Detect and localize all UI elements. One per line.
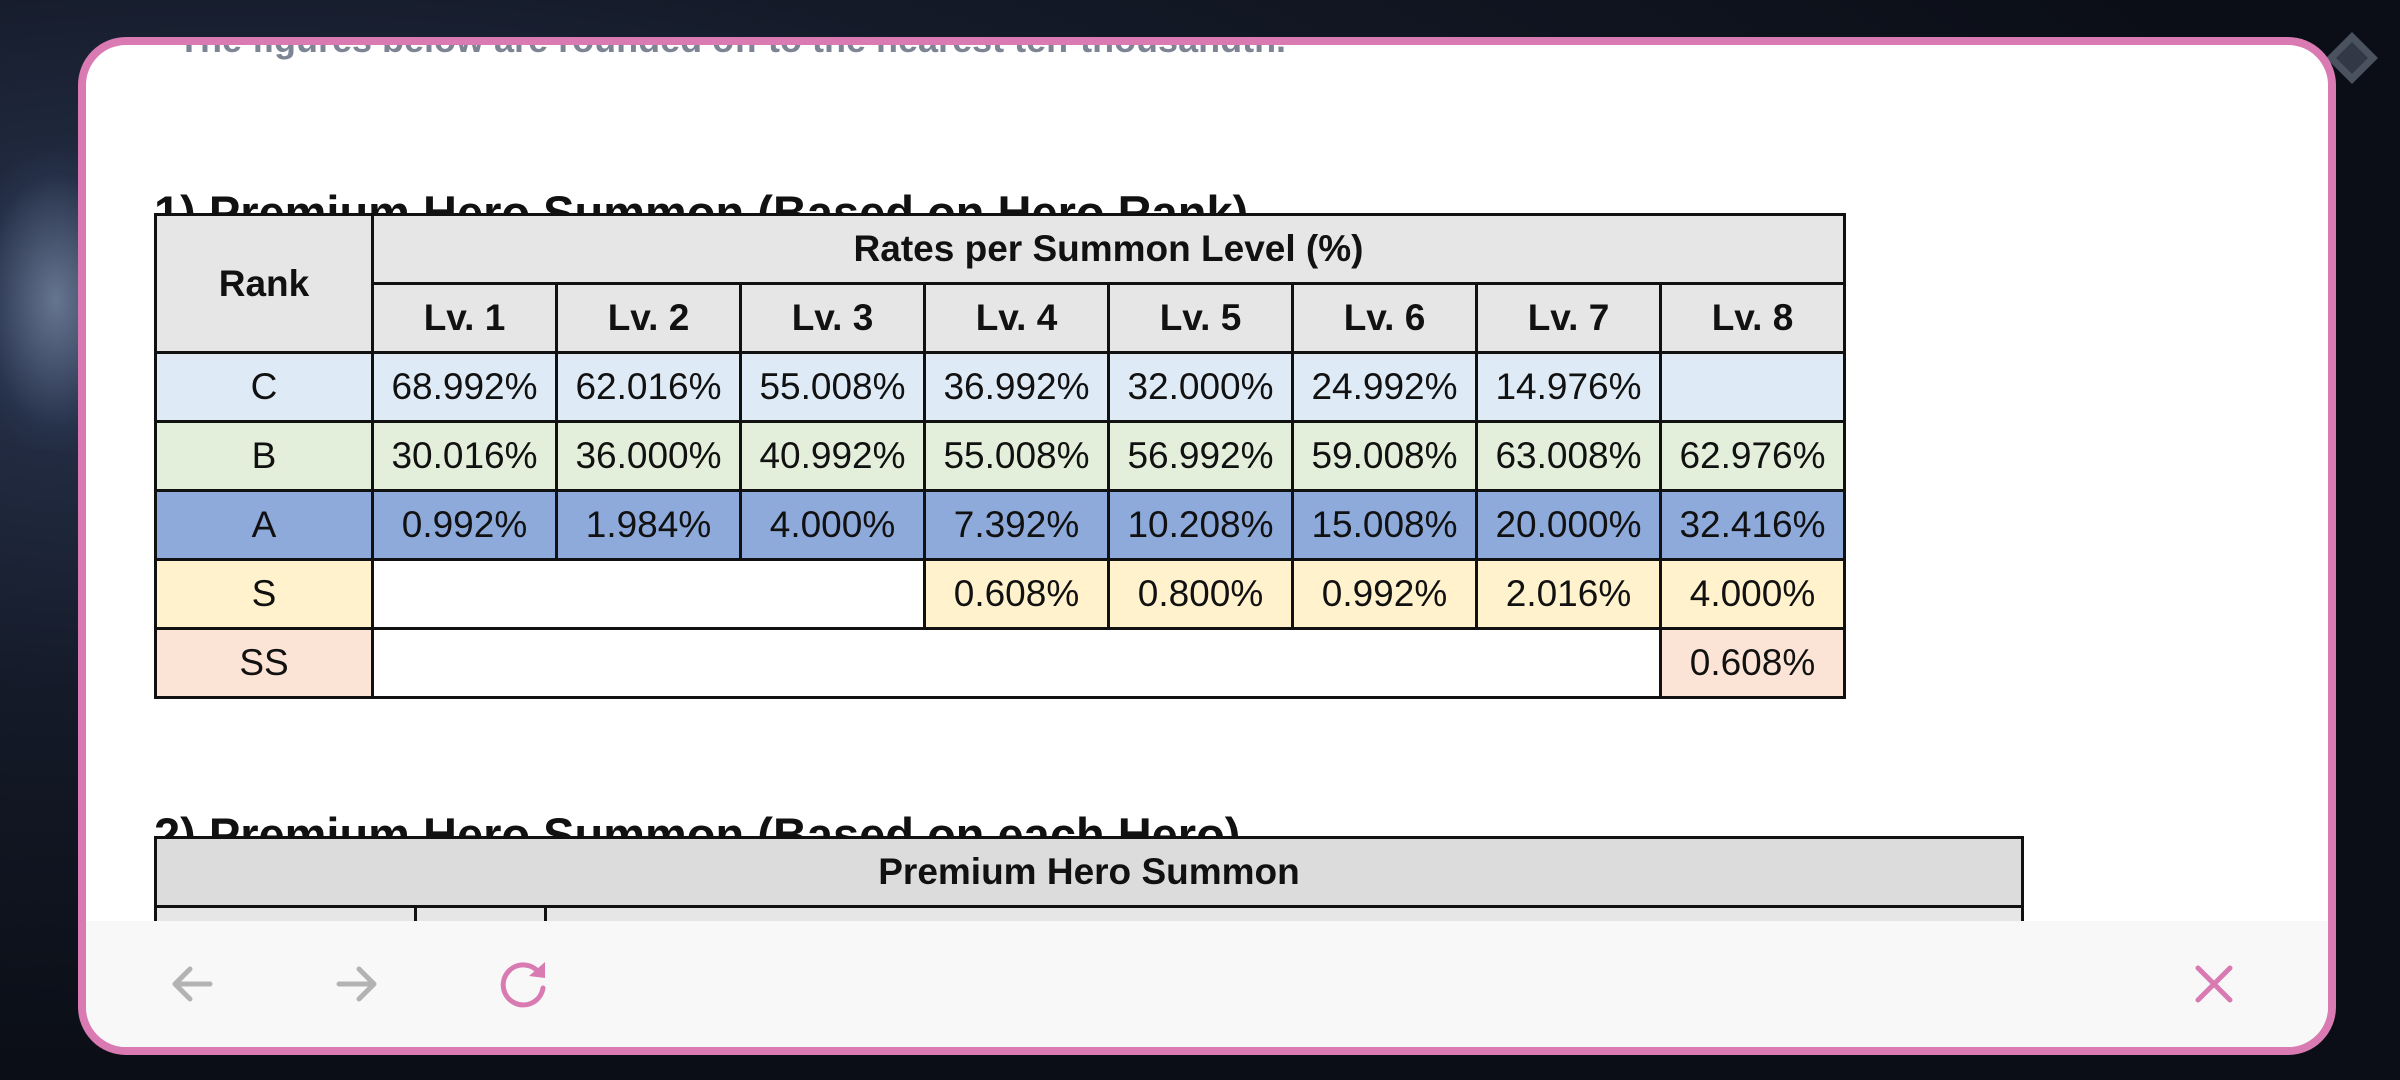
rank-label: A: [154, 489, 374, 561]
rate-cell: 15.008%: [1291, 489, 1478, 561]
hero-subheader-row: [154, 905, 2024, 921]
rate-cell: 7.392%: [923, 489, 1110, 561]
rank-label: B: [154, 420, 374, 492]
arrow-left-icon: [172, 966, 213, 1002]
rank-row: SS 0.608%: [154, 627, 1846, 699]
rate-cell: 10.208%: [1107, 489, 1294, 561]
arrow-right-icon: [336, 966, 377, 1002]
rank-label: SS: [154, 627, 374, 699]
rank-row: B 30.016% 36.000% 40.992% 55.008% 56.992% 59.0…: [154, 420, 1846, 492]
rank-row: C 68.992% 62.016% 55.008% 36.992% 32.000% 24.9…: [154, 351, 1846, 423]
rank-row: A 0.992% 1.984% 4.000% 7.392% 10.208% 15.008% 2…: [154, 489, 1846, 561]
level-header: Lv. 4: [923, 282, 1110, 354]
close-icon: [2195, 965, 2233, 1003]
level-header: Lv. 7: [1475, 282, 1662, 354]
webview-modal: The figures below are rounded off to the…: [78, 37, 2336, 1055]
rate-cell: 20.000%: [1475, 489, 1662, 561]
rate-cell: 36.000%: [555, 420, 742, 492]
rate-cell: 0.992%: [1291, 558, 1478, 630]
rate-cell: 2.016%: [1475, 558, 1662, 630]
rate-cell: 0.608%: [1659, 627, 1846, 699]
rounding-note: The figures below are rounded off to the…: [178, 45, 1286, 61]
close-button[interactable]: [2179, 949, 2249, 1019]
rank-row: S 0.608% 0.800% 0.992% 2.016% 4.000%: [154, 558, 1846, 630]
rate-cell: 62.976%: [1659, 420, 1846, 492]
rank-header: Rank: [154, 213, 374, 354]
rate-cell: 55.008%: [739, 351, 926, 423]
rank-label: C: [154, 351, 374, 423]
back-button[interactable]: [157, 949, 227, 1019]
level-header: Lv. 6: [1291, 282, 1478, 354]
hero-subheader-cell: [154, 905, 417, 921]
rate-cell: 30.016%: [371, 420, 558, 492]
empty-cell: [1659, 351, 1846, 423]
rate-cell: 32.000%: [1107, 351, 1294, 423]
rate-cell: 36.992%: [923, 351, 1110, 423]
rate-cell: 4.000%: [739, 489, 926, 561]
level-header-row: Lv. 1 Lv. 2 Lv. 3 Lv. 4 Lv. 5 Lv. 6 Lv. …: [156, 282, 1846, 354]
rate-cell: 55.008%: [923, 420, 1110, 492]
rate-cell: 24.992%: [1291, 351, 1478, 423]
rate-cell: 0.800%: [1107, 558, 1294, 630]
level-header: Lv. 8: [1659, 282, 1846, 354]
browser-toolbar: [86, 921, 2328, 1047]
level-header: Lv. 3: [739, 282, 926, 354]
level-header: Lv. 2: [555, 282, 742, 354]
forward-button[interactable]: [322, 949, 392, 1019]
empty-cell: [371, 627, 1662, 699]
rate-cell: 63.008%: [1475, 420, 1662, 492]
rate-cell: 68.992%: [371, 351, 558, 423]
webview-content[interactable]: The figures below are rounded off to the…: [86, 45, 2328, 921]
rate-cell: 14.976%: [1475, 351, 1662, 423]
rank-label: S: [154, 558, 374, 630]
background-diamond-icon: [2326, 32, 2378, 84]
rate-cell: 59.008%: [1291, 420, 1478, 492]
rate-cell: 1.984%: [555, 489, 742, 561]
level-header: Lv. 1: [371, 282, 558, 354]
rate-cell: 62.016%: [555, 351, 742, 423]
rate-cell: 0.608%: [923, 558, 1110, 630]
hero-rates-table: Premium Hero Summon: [154, 836, 2024, 921]
hero-table-header: Premium Hero Summon: [154, 836, 2024, 908]
rank-rates-table: Rank Rates per Summon Level (%) Lv. 1 Lv…: [154, 213, 1846, 699]
rate-cell: 32.416%: [1659, 489, 1846, 561]
rate-cell: 40.992%: [739, 420, 926, 492]
hero-subheader-cell: [414, 905, 547, 921]
hero-subheader-cell: [544, 905, 2024, 921]
rates-group-header: Rates per Summon Level (%): [371, 213, 1846, 285]
rate-cell: 0.992%: [371, 489, 558, 561]
rate-cell: 56.992%: [1107, 420, 1294, 492]
rate-cell: 4.000%: [1659, 558, 1846, 630]
reload-icon: [500, 962, 546, 1008]
empty-cell: [371, 558, 926, 630]
level-header: Lv. 5: [1107, 282, 1294, 354]
reload-button[interactable]: [488, 949, 558, 1019]
